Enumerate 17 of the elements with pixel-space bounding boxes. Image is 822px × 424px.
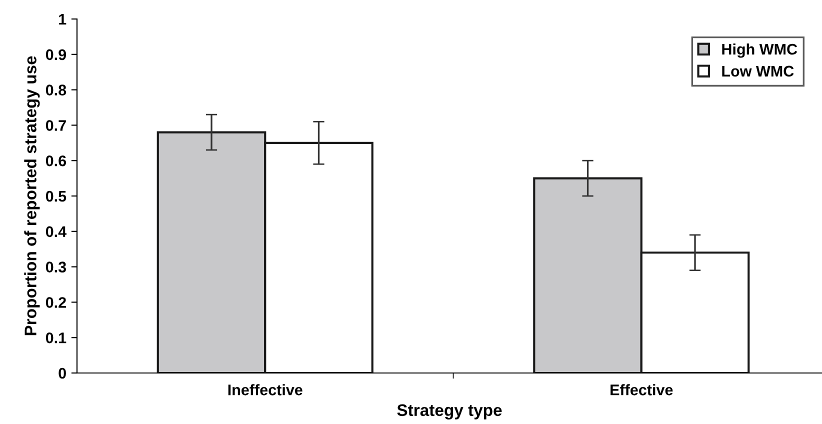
- legend-label: Low WMC: [722, 66, 794, 77]
- y-tick-label: 0: [58, 368, 66, 379]
- legend-label: High WMC: [722, 43, 798, 58]
- y-tick-label: 0.3: [46, 262, 66, 273]
- x-axis-title: Strategy type: [397, 404, 502, 420]
- y-axis-title: Proportion of reported strategy use: [24, 56, 40, 336]
- x-tick-label: Ineffective: [228, 384, 302, 396]
- y-tick-label: 0.2: [46, 297, 66, 308]
- y-tick-label: 0.1: [46, 332, 66, 344]
- y-tick-label: 1: [59, 14, 66, 25]
- y-tick-label: 0.6: [46, 155, 66, 166]
- y-tick-label: 0.4: [46, 226, 67, 238]
- y-tick-label: 0.5: [46, 190, 66, 202]
- y-tick-label: 0.7: [46, 120, 66, 131]
- y-tick-label: 0.9: [46, 49, 66, 60]
- x-tick-label: Effective: [610, 384, 673, 396]
- y-tick-label: 0.8: [46, 84, 66, 96]
